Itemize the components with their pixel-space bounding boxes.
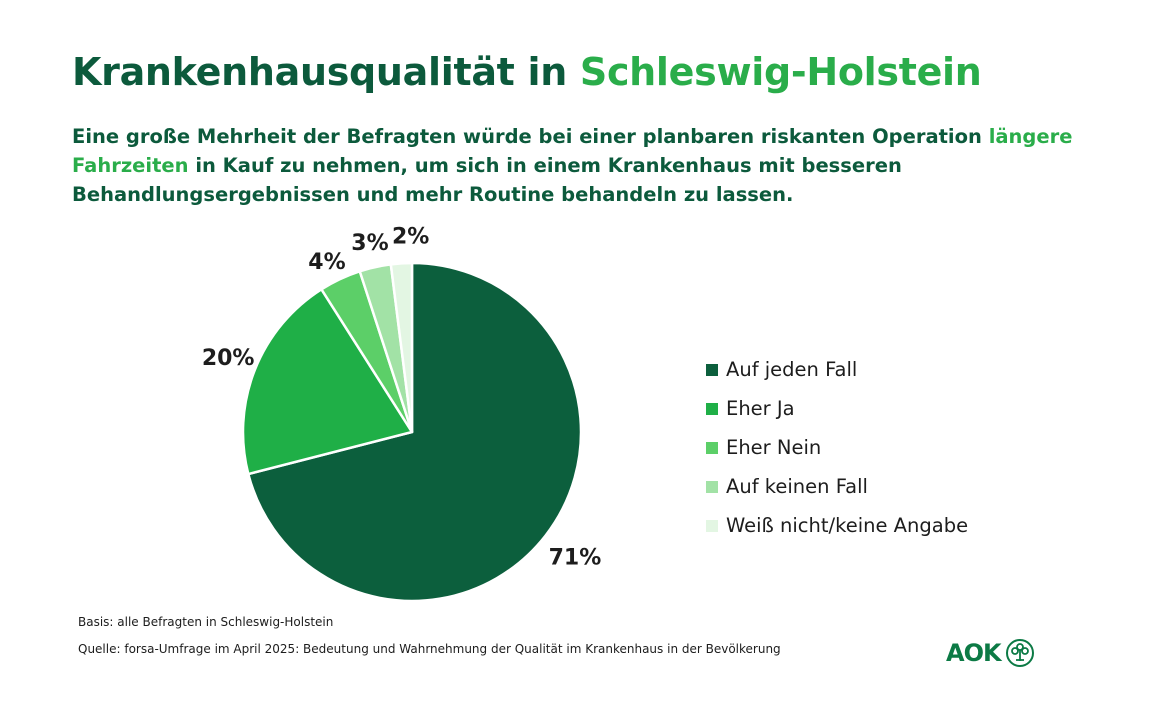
pie-slice-1 [247, 261, 583, 603]
subtitle-part1: Eine große Mehrheit der Befragten würde … [72, 125, 982, 148]
pie-slice-5 [389, 261, 414, 434]
aok-logo: AOK [946, 638, 1035, 668]
legend-swatch [706, 363, 718, 376]
legend-swatch [706, 402, 718, 415]
legend-item-4: Auf keinen Fall [706, 467, 968, 506]
aok-tree-logo-icon [1005, 639, 1034, 667]
legend-label: Auf jeden Fall [726, 358, 858, 381]
legend-swatch [706, 441, 718, 454]
legend-item-1: Auf jeden Fall [706, 350, 968, 389]
title-main: Krankenhausqualität in [72, 50, 567, 94]
page-title: Krankenhausqualität in Schleswig-Holstei… [72, 50, 982, 94]
slice-label-4: 3% [351, 231, 388, 256]
title-accent: Schleswig-Holstein [579, 50, 982, 94]
legend-item-2: Eher Ja [706, 389, 968, 428]
slice-label-2: 20% [202, 346, 255, 371]
chart-legend: Auf jeden Fall Eher Ja Eher Nein Auf keinen… [706, 350, 968, 545]
legend-swatch [706, 480, 718, 493]
legend-item-3: Eher Nein [706, 428, 968, 467]
legend-label: Weiß nicht/keine Angabe [726, 514, 969, 537]
slice-label-1: 71% [549, 545, 602, 570]
slice-label-3: 4% [308, 250, 345, 275]
legend-item-5: Weiß nicht/keine Angabe [706, 506, 968, 545]
subtitle-part2: in Kauf zu nehmen, um sich in einem Kran… [72, 154, 902, 206]
legend-label: Eher Ja [726, 397, 795, 420]
legend-label: Auf keinen Fall [726, 475, 868, 498]
subtitle-accent: längere Fahrzeiten [72, 125, 1073, 177]
source-note: Quelle: forsa-Umfrage im April 2025: Bed… [78, 642, 781, 656]
page-subtitle: Eine große Mehrheit der Befragten würde … [72, 122, 1092, 209]
footnotes: Basis: alle Befragten in Schleswig-Holst… [78, 612, 781, 666]
legend-label: Eher Nein [726, 436, 822, 459]
legend-swatch [706, 519, 718, 532]
pie-slice-2 [241, 288, 414, 476]
aok-logo-text: AOK [946, 639, 1002, 667]
slice-label-5: 2% [392, 225, 429, 250]
basis-note: Basis: alle Befragten in Schleswig-Holst… [78, 615, 334, 629]
